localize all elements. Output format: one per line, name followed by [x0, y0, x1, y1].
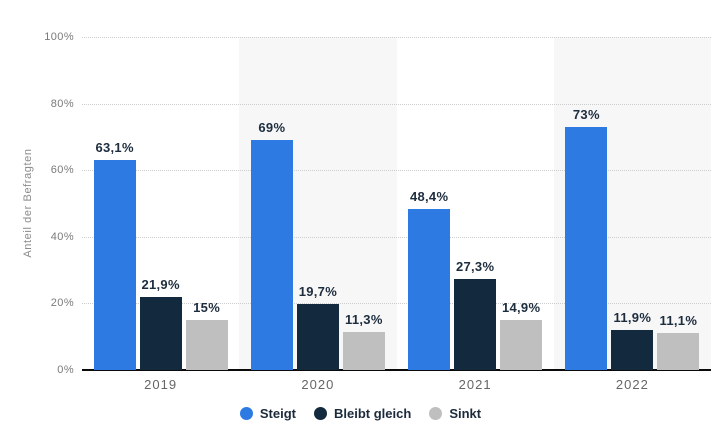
legend: Steigt Bleibt gleich Sinkt: [0, 406, 721, 421]
y-tick-label: 40%: [50, 230, 74, 243]
bar-steigt[interactable]: [565, 126, 608, 370]
legend-item-steigt: Steigt: [239, 406, 297, 421]
legend-item-sinkt: Sinkt: [429, 406, 481, 421]
bar-value-label: 11,9%: [613, 310, 652, 326]
legend-label: Sinkt: [449, 406, 482, 421]
bar-value-label: 73%: [572, 106, 600, 122]
bar-value-label: 15%: [193, 300, 221, 316]
bar-sinkt[interactable]: [657, 333, 700, 370]
bar-value-label: 21,9%: [141, 277, 180, 293]
gridline: [82, 37, 711, 38]
y-tick-label: 0%: [57, 364, 74, 376]
bar-group: 63,1% 21,9% 15%: [82, 37, 239, 370]
x-axis-line: [82, 369, 711, 371]
legend-dot-icon: [239, 407, 253, 420]
bar-bleibt-gleich[interactable]: [454, 279, 497, 370]
bar-value-label: 69%: [258, 120, 286, 136]
gridline: [82, 170, 711, 172]
y-axis-title: Anteil der Befragten: [22, 148, 34, 258]
legend-label: Steigt: [259, 406, 297, 421]
x-tick-label: 2020: [301, 377, 335, 392]
bar-group: 73% 11,9% 11,1%: [554, 37, 711, 370]
bar-value-label: 48,4%: [409, 188, 449, 204]
gridline: [82, 236, 711, 238]
bar-value-label: 19,7%: [298, 284, 338, 300]
bar-value-label: 63,1%: [95, 139, 134, 155]
bar-value-label: 14,9%: [501, 300, 541, 316]
bar-sinkt[interactable]: [342, 332, 385, 370]
bar-sinkt[interactable]: [185, 320, 228, 370]
bar-group: 69% 19,7% 11,3%: [239, 37, 396, 370]
bar-value-label: 27,3%: [455, 259, 495, 275]
y-tick-label: 20%: [50, 297, 74, 310]
x-tick-label: 2022: [615, 377, 649, 392]
gridline: [82, 303, 711, 305]
y-tick-label: 100%: [44, 31, 74, 43]
x-tick-label: 2021: [458, 377, 492, 392]
bar-group: 48,4% 27,3% 14,9%: [397, 37, 554, 370]
y-tick-label: 60%: [50, 164, 74, 177]
legend-dot-icon: [314, 407, 328, 420]
bar-steigt[interactable]: [93, 159, 136, 370]
bar-value-label: 11,3%: [345, 312, 383, 328]
bar-sinkt[interactable]: [500, 320, 543, 370]
bar-steigt[interactable]: [408, 208, 451, 370]
bar-bleibt-gleich[interactable]: [611, 330, 654, 370]
legend-item-bleibt-gleich: Bleibt gleich: [314, 406, 411, 421]
legend-label: Bleibt gleich: [334, 406, 412, 421]
bar-bleibt-gleich[interactable]: [296, 304, 339, 370]
legend-dot-icon: [429, 407, 443, 420]
gridline: [82, 103, 711, 105]
bar-steigt[interactable]: [250, 140, 293, 370]
x-tick-label: 2019: [144, 377, 178, 392]
bar-value-label: 11,1%: [659, 313, 698, 329]
y-tick-label: 80%: [50, 97, 74, 110]
bar-bleibt-gleich[interactable]: [139, 297, 182, 370]
plot-area: 63,1% 21,9% 15% 69% 19,7% 11,3% 48,4% 27,3% 14,9…: [82, 37, 711, 371]
